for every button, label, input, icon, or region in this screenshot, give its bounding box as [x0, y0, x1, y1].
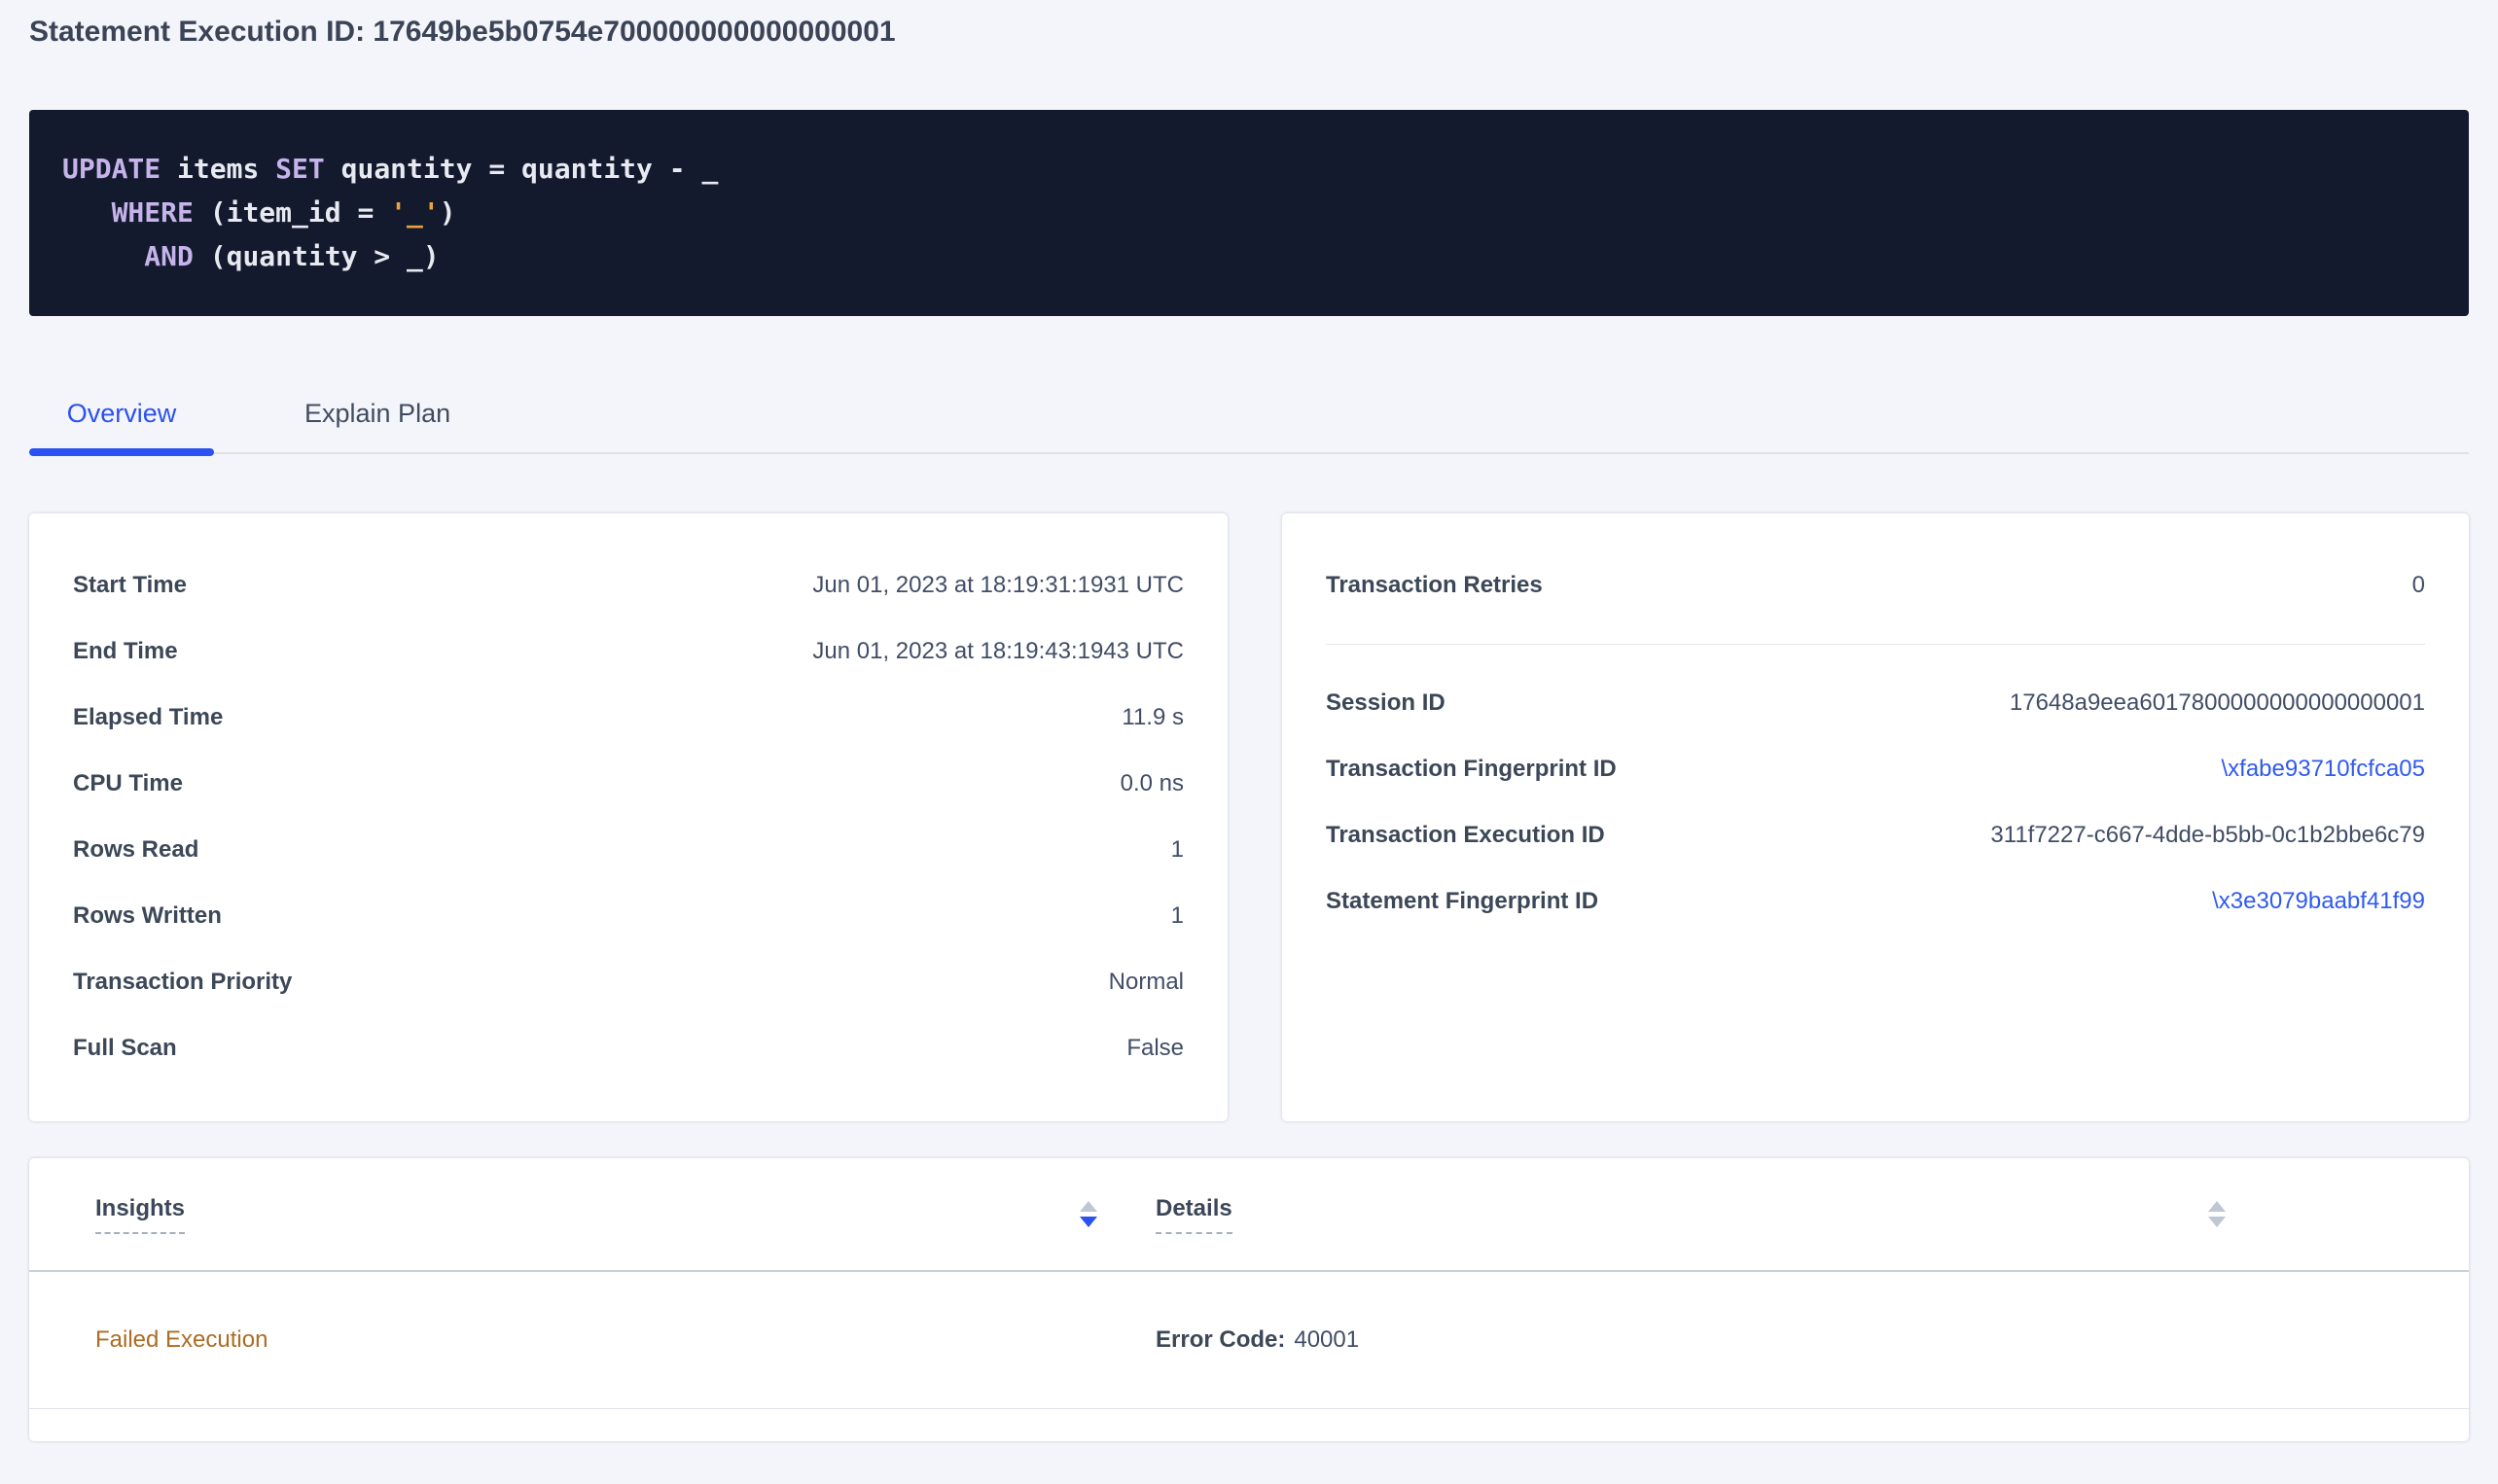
column-header-insights[interactable]: Insights [95, 1195, 1097, 1234]
sort-up-icon [2208, 1201, 2226, 1212]
tab-bar: Overview Explain Plan [29, 399, 2469, 456]
kv-row-session-id: Session ID 17648a9eea6017800000000000000… [1326, 670, 2425, 736]
kv-value: 1 [1170, 836, 1184, 863]
sql-keyword: UPDATE [62, 153, 161, 185]
sql-text: items [161, 153, 276, 185]
kv-label: Start Time [73, 572, 187, 598]
kv-value: 0 [2411, 572, 2425, 598]
kv-value: 311f7227-c667-4dde-b5bb-0c1b2bbe6c79 [1990, 822, 2425, 848]
active-tab-indicator [29, 448, 214, 456]
sql-string-literal: '_' [390, 196, 440, 229]
kv-label: Transaction Fingerprint ID [1326, 756, 1617, 782]
tab-overview[interactable]: Overview [29, 399, 214, 456]
sort-icon-details[interactable] [2208, 1201, 2226, 1227]
sort-down-icon [2208, 1217, 2226, 1227]
kv-row-transaction-execution-id: Transaction Execution ID 311f7227-c667-4… [1326, 802, 2425, 868]
error-code-value: 40001 [1294, 1326, 1360, 1353]
kv-value: Normal [1108, 969, 1184, 995]
kv-label: Full Scan [73, 1035, 177, 1061]
sql-line: WHERE (item_id = '_') [62, 191, 2436, 234]
kv-row-statement-fingerprint-id: Statement Fingerprint ID \x3e3079baabf41… [1326, 868, 2425, 935]
sort-icon-insights[interactable] [1080, 1201, 1097, 1227]
kv-row-cpu-time: CPU Time 0.0 ns [73, 751, 1184, 817]
statement-execution-page: Statement Execution ID: 17649be5b0754e70… [29, 16, 2469, 1441]
sql-keyword: AND [144, 240, 194, 272]
kv-value: Jun 01, 2023 at 18:19:43:1943 UTC [812, 638, 1184, 664]
page-title: Statement Execution ID: 17649be5b0754e70… [29, 16, 896, 48]
insight-cell: Failed Execution [95, 1326, 1097, 1354]
column-header-details-label: Details [1156, 1195, 1232, 1234]
tab-overview-label: Overview [66, 399, 177, 428]
summary-cards: Start Time Jun 01, 2023 at 18:19:31:1931… [29, 513, 2469, 1121]
sort-up-icon [1080, 1201, 1097, 1212]
kv-label: Elapsed Time [73, 704, 224, 730]
kv-value: Jun 01, 2023 at 18:19:31:1931 UTC [812, 572, 1184, 598]
details-cell: Error Code: 40001 [1156, 1326, 1359, 1354]
kv-label: CPU Time [73, 770, 183, 796]
statement-fingerprint-link[interactable]: \x3e3079baabf41f99 [2212, 888, 2425, 914]
kv-label: Session ID [1326, 689, 1445, 716]
kv-value: 0.0 ns [1120, 770, 1184, 796]
kv-label: Rows Written [73, 902, 222, 929]
tab-explain-plan[interactable]: Explain Plan [304, 399, 450, 452]
kv-row-rows-read: Rows Read 1 [73, 817, 1184, 883]
kv-row-elapsed-time: Elapsed Time 11.9 s [73, 685, 1184, 751]
sql-statement: UPDATE items SET quantity = quantity - _… [29, 110, 2469, 316]
sql-text: (item_id = [193, 196, 391, 229]
kv-label: Transaction Priority [73, 969, 293, 995]
card-divider [1326, 644, 2425, 645]
kv-value: False [1126, 1035, 1184, 1061]
kv-row-start-time: Start Time Jun 01, 2023 at 18:19:31:1931… [73, 552, 1184, 618]
column-header-insights-label: Insights [95, 1195, 186, 1234]
transaction-card: Transaction Retries 0 Session ID 17648a9… [1282, 513, 2469, 1121]
insights-table-header: Insights Details [29, 1158, 2469, 1272]
kv-row-transaction-priority: Transaction Priority Normal [73, 949, 1184, 1015]
overview-card: Start Time Jun 01, 2023 at 18:19:31:1931… [29, 513, 1228, 1121]
sql-text: quantity = quantity - _ [324, 153, 719, 185]
table-row: Failed Execution Error Code: 40001 [29, 1272, 2469, 1409]
sort-down-icon [1080, 1217, 1097, 1227]
kv-row-rows-written: Rows Written 1 [73, 883, 1184, 949]
sql-text [62, 196, 112, 229]
kv-label: Transaction Execution ID [1326, 822, 1605, 848]
kv-label: Transaction Retries [1326, 572, 1543, 598]
sql-keyword: WHERE [111, 196, 194, 229]
tab-explain-plan-label: Explain Plan [304, 399, 451, 428]
transaction-fingerprint-link[interactable]: \xfabe93710fcfca05 [2221, 756, 2426, 782]
kv-value: 17648a9eea6017800000000000000001 [2009, 689, 2425, 716]
error-code-label: Error Code: [1156, 1326, 1286, 1353]
sql-text: ) [439, 196, 456, 229]
kv-value: 1 [1170, 902, 1184, 929]
sql-keyword: SET [275, 153, 325, 185]
kv-label: Statement Fingerprint ID [1326, 888, 1599, 914]
kv-row-transaction-retries: Transaction Retries 0 [1326, 552, 2425, 618]
sql-line: UPDATE items SET quantity = quantity - _ [62, 147, 2436, 191]
kv-label: Rows Read [73, 836, 199, 863]
column-header-details[interactable]: Details [1156, 1195, 2226, 1234]
kv-row-transaction-fingerprint-id: Transaction Fingerprint ID \xfabe93710fc… [1326, 736, 2425, 802]
kv-row-end-time: End Time Jun 01, 2023 at 18:19:43:1943 U… [73, 618, 1184, 685]
insights-table: Insights Details Failed Execution Error … [29, 1158, 2469, 1441]
kv-row-full-scan: Full Scan False [73, 1015, 1184, 1081]
sql-line: AND (quantity > _) [62, 234, 2436, 278]
kv-value: 11.9 s [1122, 704, 1184, 730]
kv-label: End Time [73, 638, 178, 664]
sql-text: (quantity > _) [193, 240, 440, 272]
sql-text [62, 240, 144, 272]
insight-status-text: Failed Execution [95, 1326, 268, 1353]
